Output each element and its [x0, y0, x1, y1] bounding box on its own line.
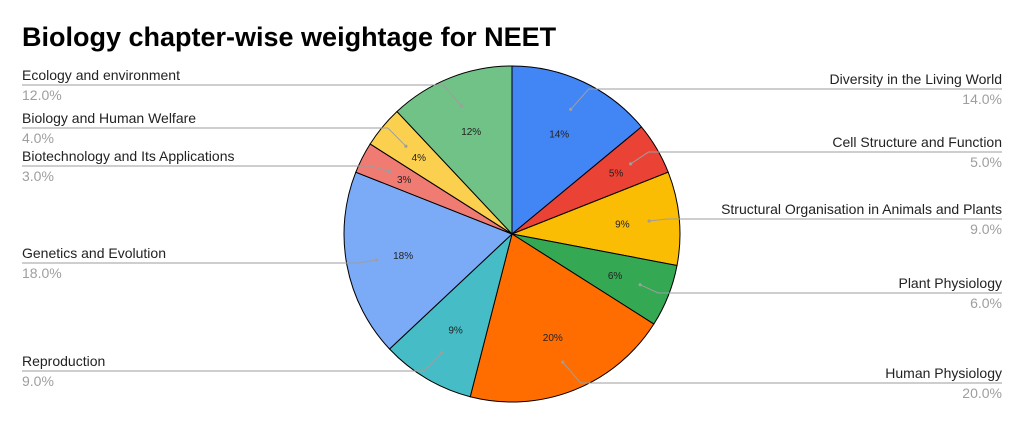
slice-percent-label-genetics-and-evolution: 18%	[393, 251, 413, 262]
leader-line-human-physiology	[562, 361, 1002, 384]
slice-percent-label-structural-organisation-in-animals-and-plants: 9%	[615, 220, 630, 231]
leader-line-plant-physiology	[639, 284, 1002, 294]
legend-label-biotechnology-and-its-applications: Biotechnology and Its Applications	[22, 148, 234, 164]
legend-percent-biotechnology-and-its-applications: 3.0%	[22, 168, 54, 184]
pie-slice-ecology-and-environment	[396, 65, 513, 236]
leader-dot-genetics-and-evolution	[375, 258, 379, 262]
slice-percent-label-biology-and-human-welfare: 4%	[412, 153, 427, 164]
leader-dot-plant-physiology	[638, 283, 642, 287]
leader-dot-human-physiology	[561, 360, 565, 364]
legend-label-diversity-in-the-living-world: Diversity in the Living World	[830, 71, 1002, 87]
leader-line-reproduction	[22, 352, 443, 372]
leader-dot-biology-and-human-welfare	[404, 144, 408, 148]
leader-dot-cell-structure-and-function	[629, 162, 633, 166]
leader-line-structural-organisation-in-animals-and-plants	[649, 218, 1002, 222]
legend-label-ecology-and-environment: Ecology and environment	[22, 67, 180, 83]
leader-dot-structural-organisation-in-animals-and-plants	[647, 219, 651, 223]
legend-percent-structural-organisation-in-animals-and-plants: 9.0%	[970, 221, 1002, 237]
legend-percent-reproduction: 9.0%	[22, 373, 54, 389]
slice-percent-label-cell-structure-and-function: 5%	[609, 168, 624, 179]
legend-label-reproduction: Reproduction	[22, 353, 105, 369]
slice-percent-label-reproduction: 9%	[448, 325, 463, 336]
legend-percent-human-physiology: 20.0%	[962, 385, 1002, 401]
slice-percent-label-ecology-and-environment: 12%	[461, 127, 481, 138]
leader-line-diversity-in-the-living-world	[570, 88, 1002, 110]
slice-percent-label-plant-physiology: 6%	[608, 271, 623, 282]
pie-slice-structural-organisation-in-animals-and-plants	[510, 171, 681, 267]
leader-dot-reproduction	[440, 351, 444, 355]
legend-label-biology-and-human-welfare: Biology and Human Welfare	[22, 110, 196, 126]
legend-label-genetics-and-evolution: Genetics and Evolution	[22, 245, 166, 261]
slice-percent-label-human-physiology: 20%	[543, 333, 563, 344]
pie-slice-diversity-in-the-living-world	[511, 65, 643, 236]
pie-slice-genetics-and-evolution	[343, 171, 513, 350]
legend-label-structural-organisation-in-animals-and-plants: Structural Organisation in Animals and P…	[721, 201, 1002, 217]
slice-percent-label-biotechnology-and-its-applications: 3%	[397, 175, 412, 186]
leader-line-cell-structure-and-function	[630, 151, 1002, 165]
leader-dot-ecology-and-environment	[459, 104, 463, 108]
leader-line-biotechnology-and-its-applications	[22, 165, 390, 172]
leader-line-biology-and-human-welfare	[22, 127, 407, 147]
chart-title: Biology chapter-wise weightage for NEET	[22, 22, 557, 52]
legend-label-cell-structure-and-function: Cell Structure and Function	[832, 134, 1002, 150]
legend-percent-plant-physiology: 6.0%	[970, 295, 1002, 311]
legend-percent-biology-and-human-welfare: 4.0%	[22, 130, 54, 146]
leader-dot-diversity-in-the-living-world	[569, 107, 573, 111]
legend-percent-diversity-in-the-living-world: 14.0%	[962, 91, 1002, 107]
legend-percent-cell-structure-and-function: 5.0%	[970, 154, 1002, 170]
pie-slice-human-physiology	[469, 233, 655, 403]
slice-percent-label-diversity-in-the-living-world: 14%	[549, 130, 569, 141]
legend-percent-ecology-and-environment: 12.0%	[22, 87, 62, 103]
pie-slice-reproduction	[388, 232, 513, 398]
legend-label-plant-physiology: Plant Physiology	[898, 275, 1002, 291]
legend-percent-genetics-and-evolution: 18.0%	[22, 265, 62, 281]
legend-label-human-physiology: Human Physiology	[885, 365, 1002, 381]
leader-dot-biotechnology-and-its-applications	[387, 169, 391, 174]
leader-line-ecology-and-environment	[22, 84, 462, 107]
leader-line-genetics-and-evolution	[22, 259, 377, 264]
